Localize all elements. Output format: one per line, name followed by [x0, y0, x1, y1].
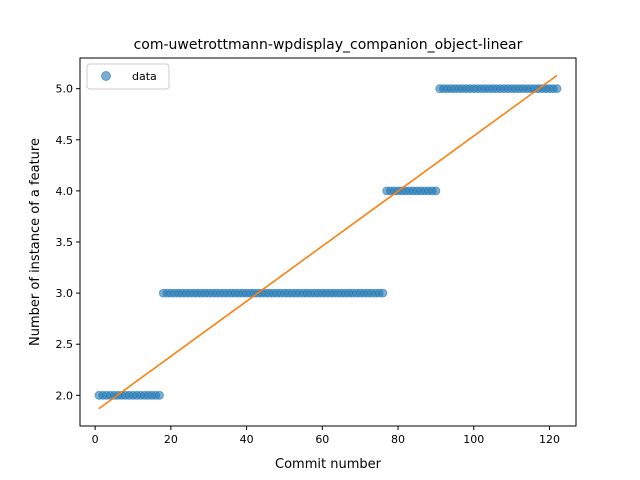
data-point: [155, 390, 164, 400]
x-tick-label: 40: [240, 433, 254, 446]
y-tick-label: 4.5: [56, 134, 74, 147]
data-point: [378, 288, 388, 298]
y-tick-label: 2.0: [56, 389, 74, 402]
plot-area: [94, 74, 562, 410]
y-tick-label: 4.0: [56, 185, 74, 198]
x-axis-label: Commit number: [275, 457, 382, 472]
legend-label: data: [132, 70, 157, 83]
x-tick-label: 20: [164, 433, 178, 446]
data-point: [431, 186, 441, 196]
trend-line: [98, 74, 558, 410]
y-tick-label: 3.5: [56, 236, 74, 249]
y-axis-label: Number of instance of a feature: [28, 138, 43, 346]
x-tick-label: 80: [391, 433, 405, 446]
x-tick-label: 100: [463, 433, 484, 446]
y-tick-label: 5.0: [56, 83, 74, 96]
x-tick-label: 0: [92, 433, 99, 446]
axes: 0 20 40 60 80 100 120 2.0 2.5 3.0 3.5 4.0 4.5 5.0: [56, 83, 560, 446]
data-point: [552, 84, 562, 94]
legend-box: [86, 63, 170, 90]
y-tick-label: 3.0: [56, 287, 74, 300]
y-tick-label: 2.5: [56, 338, 74, 351]
legend: data: [86, 63, 170, 90]
x-tick-label: 120: [539, 433, 560, 446]
x-tick-label: 60: [315, 433, 329, 446]
chart-title: com-uwetrottmann-wpdisplay_companion_obj…: [134, 37, 523, 53]
legend-marker: [101, 71, 111, 81]
